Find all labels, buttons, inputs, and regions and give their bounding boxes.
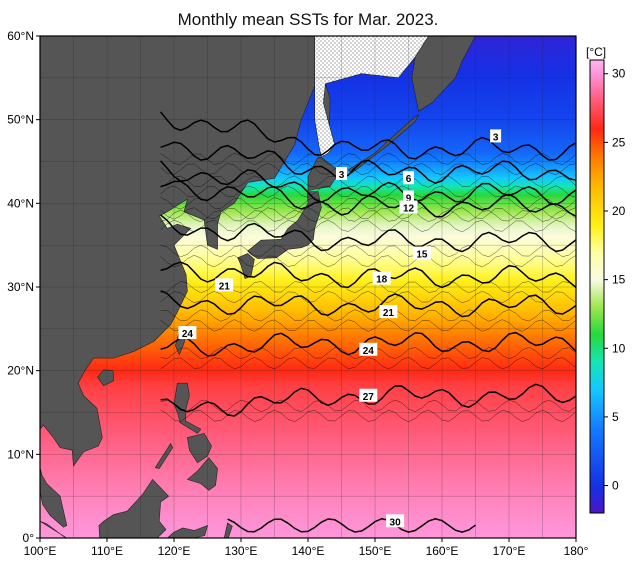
- contour-label: 18: [376, 275, 388, 286]
- chart-title: Monthly mean SSTs for Mar. 2023.: [177, 10, 439, 29]
- halmahera: [223, 522, 233, 538]
- shikoku-honshu: [247, 191, 322, 259]
- colorbar-tick-label: 25: [612, 135, 626, 149]
- contour-label: 24: [182, 329, 194, 340]
- contour-label: 15: [416, 250, 428, 261]
- y-tick-label: 30°N: [7, 280, 34, 294]
- contour-label: 6: [406, 174, 412, 185]
- y-tick-label: 50°N: [7, 113, 34, 127]
- contour-labels: 3 3 6 912 15 18 21 21 24 24 27 30: [178, 129, 502, 528]
- contour-label: 3: [339, 170, 345, 181]
- map-axes: 100°E 110°E 120°E 130°E 140°E 150°E 160°E 170°E…: [7, 29, 588, 558]
- sea-ice-okhotsk: [314, 36, 429, 158]
- colorbar-ticks: 0 5 10 15 20 25 30: [604, 67, 626, 493]
- mindanao: [186, 457, 218, 491]
- x-tick-label: 160°E: [426, 544, 459, 558]
- luzon: [173, 382, 202, 434]
- isotherm-6: [160, 141, 576, 185]
- isotherm-3: [160, 111, 576, 161]
- colorbar-tick-label: 5: [612, 410, 619, 424]
- x-tick-label: 120°E: [158, 544, 191, 558]
- y-tick-label: 0°: [23, 531, 35, 545]
- y-tick-label: 20°N: [7, 364, 34, 378]
- x-tick-label: 110°E: [91, 544, 123, 558]
- x-tick-label: 170°E: [493, 544, 526, 558]
- isotherm-contours: [160, 111, 576, 533]
- y-tick-label: 10°N: [7, 447, 34, 461]
- colorbar: [°C] 0 5 10 15 20 25 30: [586, 45, 626, 514]
- y-tick-label: 60°N: [7, 29, 34, 43]
- contour-label: 12: [403, 204, 415, 215]
- x-tick-label: 130°E: [225, 544, 258, 558]
- borneo: [98, 478, 170, 538]
- hainan: [97, 369, 115, 387]
- isotherm-21: [160, 290, 576, 318]
- palawan: [154, 442, 174, 469]
- colorbar-tick-label: 10: [612, 341, 626, 355]
- contour-label: 21: [383, 308, 395, 319]
- isotherm-15: [160, 214, 576, 253]
- isotherm-27: [160, 383, 576, 417]
- x-tick-label: 140°E: [292, 544, 325, 558]
- colorbar-tick-label: 15: [612, 273, 626, 287]
- isotherm-18: [160, 261, 576, 289]
- isotherm-12: [160, 180, 576, 218]
- contour-label: 3: [493, 132, 499, 143]
- graticule: [40, 36, 576, 538]
- contour-label: 27: [363, 392, 375, 403]
- colorbar-tick-label: 30: [612, 67, 626, 81]
- x-tick-label: 150°E: [359, 544, 392, 558]
- colorbar-tick-label: 20: [612, 204, 626, 218]
- x-tick-label: 100°E: [24, 544, 57, 558]
- contour-label: 24: [363, 346, 375, 357]
- x-tick-label: 180°: [564, 544, 589, 558]
- isotherm-30: [227, 518, 476, 533]
- contour-label: 30: [390, 517, 402, 528]
- isotherm-24: [160, 331, 576, 357]
- colorbar-unit: [°C]: [586, 45, 606, 59]
- sumatra: [40, 520, 67, 538]
- colorbar-tick-label: 0: [612, 479, 619, 493]
- contour-label: 9: [406, 193, 412, 204]
- contour-label: 21: [219, 281, 231, 292]
- colorbar-fill: [589, 59, 605, 514]
- y-tick-label: 40°N: [7, 196, 34, 210]
